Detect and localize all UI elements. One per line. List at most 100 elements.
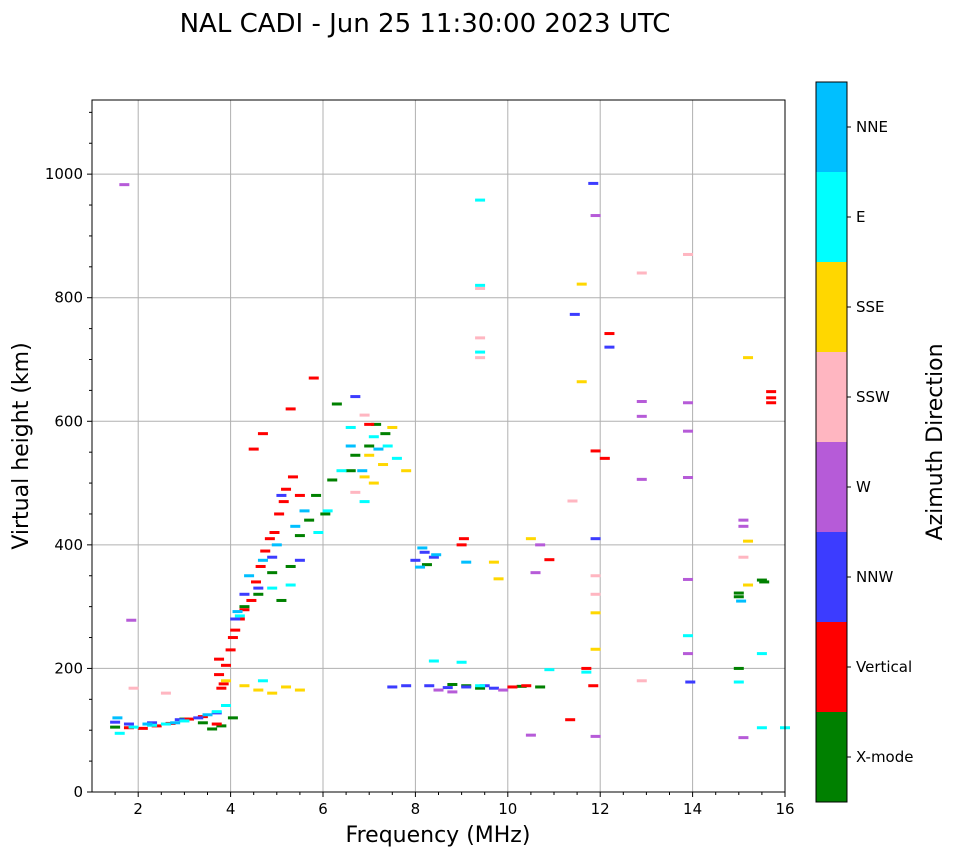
x-tick-label: 6	[318, 800, 328, 818]
data-point	[576, 282, 587, 286]
data-point	[359, 475, 370, 479]
data-point	[682, 476, 693, 480]
data-point	[230, 628, 241, 632]
data-point	[216, 686, 227, 690]
x-tick-label: 12	[591, 800, 610, 818]
data-point	[225, 648, 236, 652]
data-point	[588, 181, 599, 185]
data-point	[110, 720, 121, 724]
data-point	[255, 564, 266, 568]
data-point	[227, 636, 238, 640]
data-point	[248, 447, 259, 451]
data-point	[239, 608, 250, 612]
data-point	[738, 524, 749, 528]
data-point	[253, 688, 264, 692]
data-point	[569, 312, 580, 316]
x-tick-label: 16	[775, 800, 794, 818]
data-point	[521, 684, 532, 688]
y-tick-label: 200	[54, 659, 83, 677]
data-point	[364, 453, 375, 457]
data-point	[456, 660, 467, 664]
data-point	[244, 574, 255, 578]
data-point	[636, 477, 647, 481]
data-point	[278, 500, 289, 504]
data-point	[207, 727, 218, 731]
colorbar-segment	[816, 532, 847, 622]
data-point	[184, 717, 195, 721]
plot-frame	[91, 99, 786, 793]
data-point	[359, 500, 370, 504]
data-point	[294, 558, 305, 562]
data-point	[257, 432, 268, 436]
data-point	[507, 685, 518, 689]
data-point	[387, 685, 398, 689]
data-point	[345, 444, 356, 448]
data-point	[257, 679, 268, 683]
x-axis-label: Frequency (MHz)	[346, 823, 531, 848]
data-point	[565, 718, 576, 722]
data-point	[294, 534, 305, 538]
data-point	[387, 425, 398, 429]
data-point	[401, 684, 412, 688]
data-point	[378, 463, 389, 467]
data-point	[128, 725, 139, 729]
data-point	[475, 350, 486, 354]
data-point	[525, 733, 536, 737]
data-point	[267, 555, 278, 559]
data-point	[160, 722, 171, 726]
data-point	[220, 663, 231, 667]
data-point	[682, 401, 693, 405]
data-point	[447, 682, 458, 686]
data-point	[475, 684, 486, 688]
data-point	[227, 716, 238, 720]
y-tick-label: 400	[54, 536, 83, 554]
data-point	[743, 583, 754, 587]
data-point	[590, 734, 601, 738]
data-point	[285, 564, 296, 568]
colorbar-segment	[816, 172, 847, 262]
data-point	[493, 577, 504, 581]
data-point	[475, 286, 486, 290]
data-point	[682, 634, 693, 638]
colorbar-segment	[816, 622, 847, 712]
data-point	[738, 736, 749, 740]
data-point	[327, 478, 338, 482]
data-point	[285, 407, 296, 411]
colorbar-label-item: E	[856, 208, 865, 226]
data-point	[636, 414, 647, 418]
data-point	[232, 610, 243, 614]
colorbar-segment	[816, 712, 847, 802]
data-point	[433, 688, 444, 692]
data-point	[264, 537, 275, 541]
data-point	[179, 719, 190, 723]
data-point	[220, 679, 231, 683]
data-point	[294, 493, 305, 497]
data-point	[216, 724, 227, 728]
data-point	[461, 685, 472, 689]
data-point	[428, 555, 439, 559]
data-point	[488, 686, 499, 690]
data-point	[119, 183, 130, 187]
data-point	[590, 611, 601, 615]
data-point	[230, 617, 241, 621]
data-point	[766, 396, 777, 400]
data-point	[590, 537, 601, 541]
y-axis-label: Virtual height (km)	[9, 342, 34, 549]
x-tick-label: 8	[411, 800, 421, 818]
data-point	[544, 558, 555, 562]
data-point	[350, 453, 361, 457]
data-point	[743, 539, 754, 543]
data-point	[123, 722, 134, 726]
data-point	[756, 578, 767, 582]
data-point	[281, 487, 292, 491]
data-point	[276, 493, 287, 497]
data-point	[271, 543, 282, 547]
colorbar: X-mode Vertical NNW W SSW SSE E NNE	[815, 81, 913, 803]
data-point	[682, 577, 693, 581]
data-point	[590, 647, 601, 651]
data-point	[197, 721, 208, 725]
data-point	[260, 549, 271, 553]
data-point	[415, 565, 426, 569]
x-tick-label: 4	[226, 800, 236, 818]
data-point	[137, 726, 148, 730]
